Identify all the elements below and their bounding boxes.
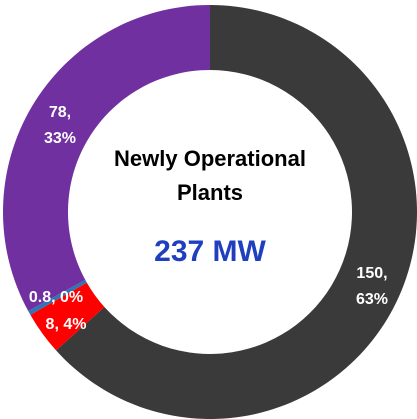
data-label: 8, 4% bbox=[45, 316, 87, 333]
donut-segment bbox=[28, 279, 87, 315]
chart-title: Newly Operational Plants bbox=[114, 146, 306, 205]
data-label: 78, 33% bbox=[43, 104, 77, 147]
data-label: 150, 63% bbox=[355, 265, 389, 308]
donut-segment bbox=[2, 5, 210, 312]
total-label: 237 MW bbox=[154, 235, 266, 268]
data-label: 0.8, 0% bbox=[28, 289, 84, 306]
donut-segment bbox=[30, 282, 105, 351]
donut-segment bbox=[56, 5, 417, 419]
